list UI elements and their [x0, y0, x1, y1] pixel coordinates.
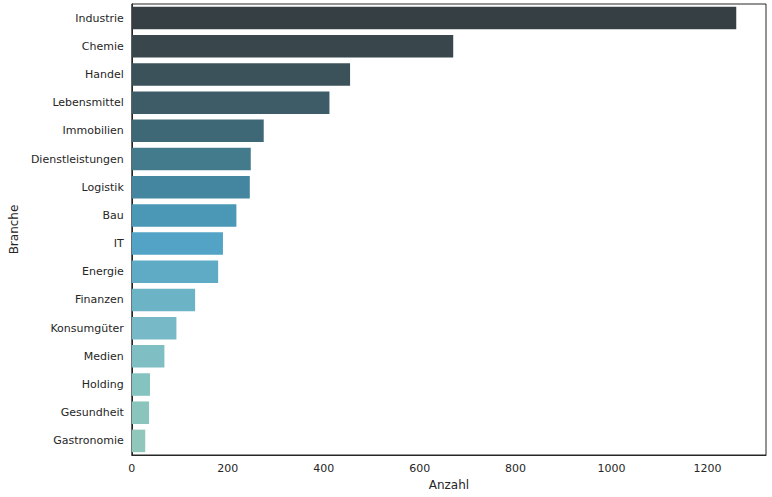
svg-text:1200: 1200 [693, 462, 721, 475]
svg-text:Immobilien: Immobilien [63, 124, 124, 137]
svg-text:200: 200 [217, 462, 238, 475]
svg-text:Anzahl: Anzahl [429, 478, 469, 492]
svg-text:Konsumgüter: Konsumgüter [50, 322, 124, 335]
svg-text:Gesundheit: Gesundheit [61, 406, 125, 419]
svg-text:600: 600 [409, 462, 430, 475]
svg-text:Bau: Bau [103, 209, 124, 222]
svg-text:Industrie: Industrie [75, 12, 124, 25]
svg-text:Finanzen: Finanzen [75, 293, 124, 306]
svg-text:Lebensmittel: Lebensmittel [52, 96, 123, 109]
svg-text:Holding: Holding [82, 378, 124, 391]
svg-text:Chemie: Chemie [82, 40, 124, 53]
svg-text:Branche: Branche [7, 205, 21, 255]
svg-text:0: 0 [128, 462, 135, 475]
svg-text:400: 400 [313, 462, 334, 475]
svg-text:Gastronomie: Gastronomie [53, 434, 124, 447]
svg-text:Handel: Handel [85, 68, 124, 81]
svg-text:IT: IT [114, 237, 124, 250]
svg-text:Logistik: Logistik [82, 181, 125, 194]
svg-text:800: 800 [505, 462, 526, 475]
svg-text:Energie: Energie [82, 265, 124, 278]
svg-text:1000: 1000 [598, 462, 626, 475]
svg-text:Dienstleistungen: Dienstleistungen [31, 153, 124, 166]
svg-text:Medien: Medien [84, 350, 124, 363]
